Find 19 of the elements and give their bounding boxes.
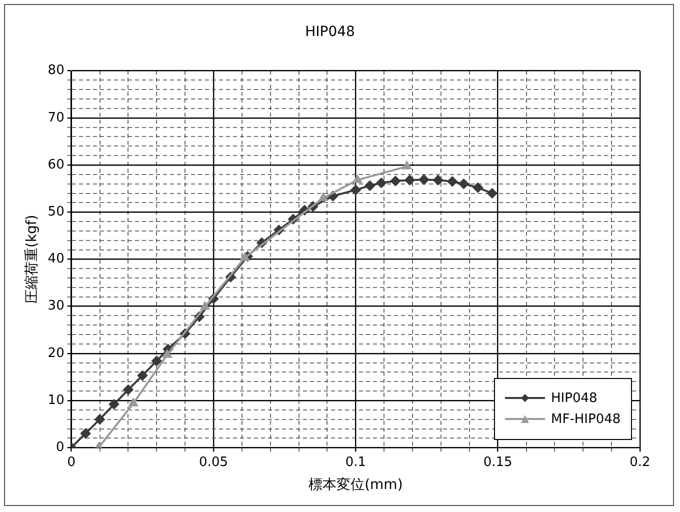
y-tick-label: 20	[48, 346, 64, 361]
x-tick-label: 0	[67, 454, 76, 470]
y-tick-label: 50	[48, 204, 64, 220]
x-axis-title: 標本変位(mm)	[308, 477, 403, 494]
legend-label: HIP048	[551, 390, 598, 406]
x-tick-label: 0.15	[483, 454, 512, 470]
x-tick-label: 0.05	[199, 454, 228, 470]
y-tick-label: 80	[48, 63, 64, 78]
y-tick-label: 0	[56, 440, 64, 455]
y-axis-title: 圧縮荷重(kgf)	[24, 214, 40, 304]
x-tick-label: 0.2	[630, 454, 650, 470]
x-tick-label: 0.1	[345, 454, 366, 470]
y-tick-label: 70	[48, 110, 64, 126]
y-tick-label: 30	[48, 298, 64, 314]
y-tick-label: 40	[48, 252, 64, 267]
y-tick-label: 10	[48, 392, 64, 408]
chart-title: HIP048	[305, 24, 355, 40]
y-tick-label: 60	[48, 157, 64, 172]
legend-label: MF-HIP048	[551, 412, 621, 427]
